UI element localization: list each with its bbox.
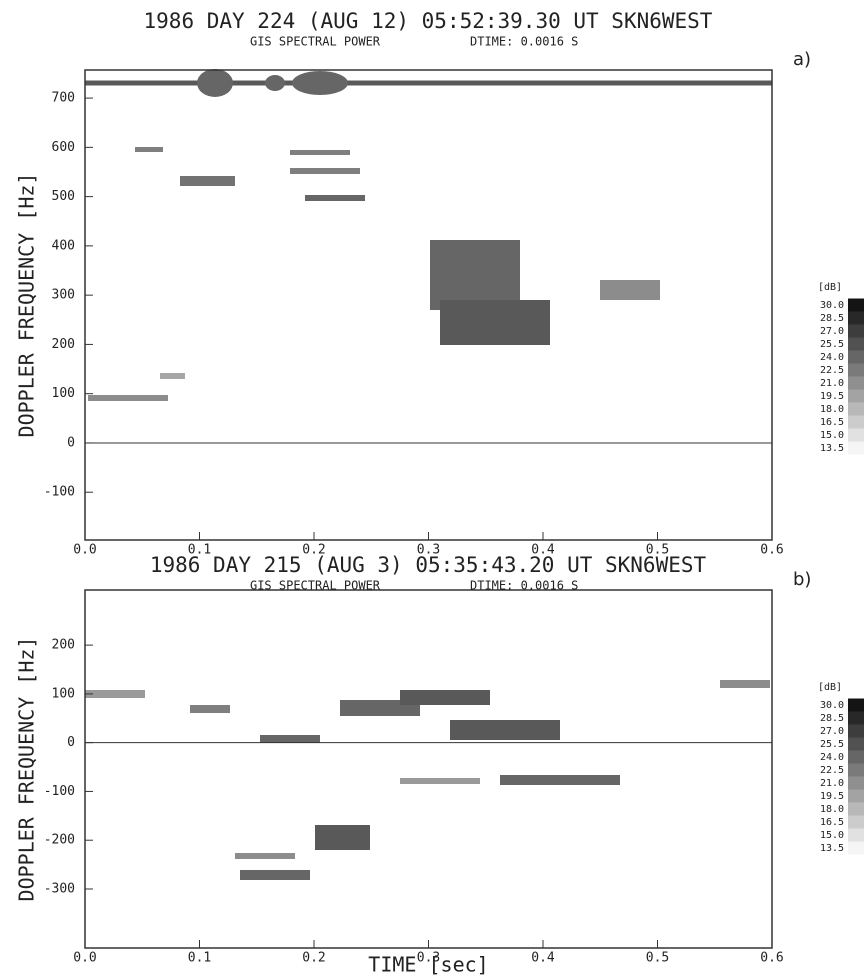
colorbar-swatch — [848, 724, 864, 738]
colorbar-tick-label: 25.5 — [820, 739, 844, 750]
colorbar-swatch — [848, 828, 864, 842]
colorbar-swatch — [848, 698, 864, 712]
colorbar-label: [dB] — [818, 682, 842, 693]
colorbar-label: [dB] — [818, 282, 842, 293]
colorbar-swatch — [848, 428, 864, 442]
y-tick-label: -100 — [44, 485, 75, 500]
colorbar-tick-label: 25.5 — [820, 339, 844, 350]
colorbar-swatch — [848, 415, 864, 429]
colorbar-tick-label: 30.0 — [820, 300, 844, 311]
colorbar-tick-label: 18.0 — [820, 404, 844, 415]
y-tick-label: -200 — [44, 833, 75, 848]
subtitle: GIS SPECTRAL POWER — [250, 579, 381, 593]
colorbar-tick-label: 16.5 — [820, 817, 844, 828]
plot-frame — [84, 589, 773, 949]
y-tick-label: -300 — [44, 881, 75, 896]
y-tick-label: -100 — [44, 784, 75, 799]
x-tick-label: 0.5 — [646, 543, 669, 558]
colorbar-tick-label: 27.0 — [820, 726, 844, 737]
colorbar-tick-label: 21.0 — [820, 378, 844, 389]
colorbar-swatch — [848, 350, 864, 364]
colorbar-tick-label: 15.0 — [820, 430, 844, 441]
colorbar-tick-label: 16.5 — [820, 417, 844, 428]
y-axis-label: DOPPLER FREQUENCY [Hz] — [15, 637, 39, 902]
y-tick-label: 0 — [67, 435, 75, 450]
colorbar-swatch — [848, 737, 864, 751]
chart-title: 1986 DAY 215 (AUG 3) 05:35:43.20 UT SKN6… — [150, 553, 707, 577]
colorbar-swatch — [848, 441, 864, 455]
colorbar-swatch — [848, 363, 864, 377]
colorbar-tick-label: 27.0 — [820, 326, 844, 337]
colorbar-tick-label: 22.5 — [820, 765, 844, 776]
x-tick-label: 0.4 — [531, 543, 555, 558]
colorbar-swatch — [848, 298, 864, 312]
chart-title: 1986 DAY 224 (AUG 12) 05:52:39.30 UT SKN… — [144, 9, 713, 33]
colorbar-swatch — [848, 324, 864, 338]
y-tick-label: 200 — [52, 337, 75, 352]
x-tick-label: 0.1 — [188, 951, 211, 966]
y-tick-label: 400 — [52, 238, 75, 253]
colorbar-swatch — [848, 776, 864, 790]
colorbar-tick-label: 28.5 — [820, 713, 844, 724]
x-tick-label: 0.2 — [302, 543, 325, 558]
colorbar-swatch — [848, 337, 864, 351]
panel-label: b) — [793, 569, 811, 590]
x-tick-label: 0.6 — [760, 543, 783, 558]
x-tick-label: 0.0 — [73, 543, 96, 558]
y-tick-label: 700 — [52, 91, 75, 106]
y-tick-label: 100 — [52, 386, 75, 401]
x-axis-label: TIME [sec] — [368, 953, 488, 977]
y-axis-label: DOPPLER FREQUENCY [Hz] — [15, 173, 39, 438]
y-tick-label: 500 — [52, 189, 75, 204]
spectrogram-texture-a — [85, 69, 772, 401]
x-tick-label: 0.5 — [646, 951, 669, 966]
colorbar-tick-label: 13.5 — [820, 843, 844, 854]
x-tick-label: 0.6 — [760, 951, 783, 966]
colorbar-tick-label: 24.0 — [820, 752, 844, 763]
colorbar-swatch — [848, 402, 864, 416]
x-tick-label: 0.4 — [531, 951, 555, 966]
colorbar-swatch — [848, 789, 864, 803]
colorbar-tick-label: 24.0 — [820, 352, 844, 363]
y-tick-label: 100 — [52, 686, 75, 701]
subtitle: GIS SPECTRAL POWER — [250, 35, 381, 49]
colorbar-swatch — [848, 763, 864, 777]
colorbar-tick-label: 18.0 — [820, 804, 844, 815]
x-tick-label: 0.3 — [417, 543, 440, 558]
colorbar-swatch — [848, 311, 864, 325]
colorbar-swatch — [848, 802, 864, 816]
colorbar-tick-label: 28.5 — [820, 313, 844, 324]
colorbar-swatch — [848, 750, 864, 764]
colorbar-tick-label: 22.5 — [820, 365, 844, 376]
colorbar-tick-label: 30.0 — [820, 700, 844, 711]
x-tick-label: 0.2 — [302, 951, 325, 966]
colorbar-tick-label: 19.5 — [820, 391, 844, 402]
plot-frame — [84, 69, 773, 541]
annotation: DTIME: 0.0016 S — [470, 35, 578, 49]
y-tick-label: 200 — [52, 638, 75, 653]
colorbar-swatch — [848, 841, 864, 855]
x-tick-label: 0.0 — [73, 951, 96, 966]
y-tick-label: 600 — [52, 140, 75, 155]
annotation: DTIME: 0.0016 S — [470, 579, 578, 593]
colorbar-swatch — [848, 376, 864, 390]
x-tick-label: 0.3 — [417, 951, 440, 966]
colorbar-tick-label: 15.0 — [820, 830, 844, 841]
panel-label: a) — [793, 49, 811, 70]
colorbar-swatch — [848, 711, 864, 725]
colorbar-tick-label: 21.0 — [820, 778, 844, 789]
colorbar-tick-label: 13.5 — [820, 443, 844, 454]
colorbar-swatch — [848, 815, 864, 829]
colorbar-swatch — [848, 389, 864, 403]
colorbar-tick-label: 19.5 — [820, 791, 844, 802]
spectrogram-texture-b — [85, 680, 770, 880]
y-tick-label: 0 — [67, 735, 75, 750]
x-tick-label: 0.1 — [188, 543, 211, 558]
y-tick-label: 300 — [52, 288, 75, 303]
